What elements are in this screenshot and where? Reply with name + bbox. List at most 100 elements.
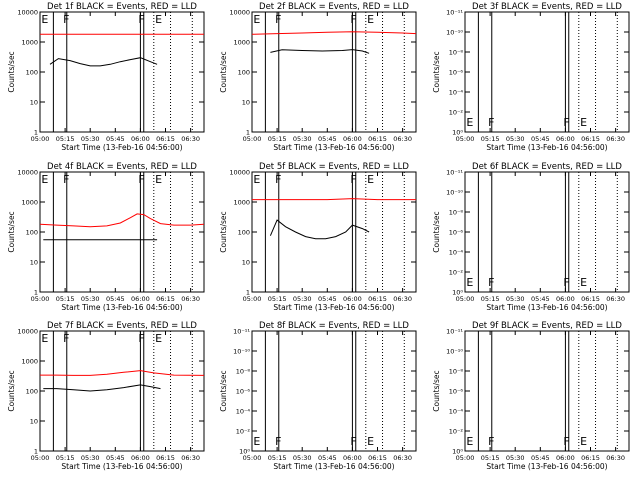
y-axis-label: Counts/sec <box>7 370 16 411</box>
flag-label: E <box>580 116 587 129</box>
x-tick-label: 05:30 <box>81 135 100 143</box>
flag-label: E <box>367 13 374 26</box>
y-tick-label: 10⁰ <box>452 289 463 297</box>
x-tick-label: 05:15 <box>268 454 287 462</box>
x-tick-label: 06:15 <box>368 454 387 462</box>
y-tick-label: 1 <box>246 129 250 137</box>
x-tick-label: 06:00 <box>556 295 575 303</box>
flag-label: F <box>138 173 144 186</box>
series-line-events <box>270 49 370 54</box>
y-tick-label: 10⁻⁴ <box>449 249 464 257</box>
y-axis-label: Counts/sec <box>7 51 16 92</box>
flag-label: F <box>63 173 69 186</box>
y-tick-label: 10 <box>242 99 250 107</box>
y-axis-label: Counts/sec <box>219 51 228 92</box>
x-tick-label: 05:45 <box>318 295 337 303</box>
detector-panel: Det 4f BLACK = Events, RED = LLD 05:00 05:… <box>7 162 205 312</box>
detector-panel: Det 2f BLACK = Events, RED = LLD 05:00 05:… <box>219 2 417 152</box>
x-tick-label: 05:00 <box>31 295 50 303</box>
x-tick-label: 05:30 <box>81 295 100 303</box>
flag-label: F <box>350 173 356 186</box>
y-tick-label: 1000 <box>21 39 38 47</box>
y-tick-label: 10⁻² <box>236 428 251 436</box>
x-tick-label: 06:00 <box>131 454 150 462</box>
series-line-events <box>49 57 158 67</box>
x-tick-label: 06:15 <box>581 135 600 143</box>
x-tick-label: 05:00 <box>243 454 262 462</box>
x-tick-label: 05:30 <box>293 135 312 143</box>
flag-label: E <box>41 13 48 26</box>
y-tick-label: 10⁻¹⁰ <box>446 29 463 37</box>
x-tick-label: 06:15 <box>581 295 600 303</box>
x-tick-label: 05:45 <box>318 454 337 462</box>
flag-label: F <box>350 435 356 448</box>
x-tick-label: 05:15 <box>56 135 75 143</box>
panel-title: Det 8f BLACK = Events, RED = LLD <box>259 321 409 331</box>
x-tick-label: 05:30 <box>293 454 312 462</box>
y-tick-label: 10⁻⁶ <box>449 69 464 77</box>
y-tick-label: 10⁻⁶ <box>449 229 464 237</box>
x-tick-label: 06:30 <box>606 295 625 303</box>
flag-label: E <box>155 13 162 26</box>
y-tick-label: 10⁻⁶ <box>236 388 251 396</box>
x-tick-label: 06:15 <box>156 135 175 143</box>
y-tick-label: 10⁻² <box>449 269 464 277</box>
flag-label: F <box>63 332 69 345</box>
x-tick-label: 05:00 <box>456 135 475 143</box>
x-axis-label: Start Time (13-Feb-16 04:56:00) <box>61 462 182 471</box>
y-tick-label: 10⁰ <box>452 448 463 456</box>
y-tick-label: 10⁰ <box>239 448 250 456</box>
y-tick-label: 10⁻² <box>449 109 464 117</box>
y-axis-label: Counts/sec <box>7 211 16 252</box>
flag-label: F <box>138 13 144 26</box>
flag-label: F <box>275 13 281 26</box>
series-line-lld <box>39 213 205 228</box>
y-tick-label: 100 <box>238 69 250 77</box>
x-axis-label: Start Time (13-Feb-16 04:56:00) <box>61 303 182 312</box>
plot-frame <box>39 171 205 293</box>
flag-label: E <box>41 332 48 345</box>
y-tick-label: 10⁻⁴ <box>236 408 251 416</box>
x-tick-label: 06:15 <box>156 295 175 303</box>
x-tick-label: 05:00 <box>31 135 50 143</box>
plot-frame <box>464 330 630 452</box>
flag-label: F <box>275 435 281 448</box>
plot-frame <box>251 330 417 452</box>
x-tick-label: 05:15 <box>481 454 500 462</box>
detector-panel: Det 8f BLACK = Events, RED = LLD 05:00 05:… <box>219 321 417 471</box>
x-tick-label: 06:00 <box>343 295 362 303</box>
y-tick-label: 10⁻¹⁰ <box>233 348 250 356</box>
flag-label: E <box>580 276 587 289</box>
series-line-lld <box>40 370 205 376</box>
flag-label: F <box>488 276 494 289</box>
x-tick-label: 05:45 <box>531 135 550 143</box>
flag-label: E <box>155 173 162 186</box>
panel-title: Det 4f BLACK = Events, RED = LLD <box>47 162 197 172</box>
x-tick-label: 05:15 <box>56 454 75 462</box>
y-tick-label: 10 <box>30 259 38 267</box>
x-tick-label: 06:30 <box>393 295 412 303</box>
x-tick-label: 05:00 <box>243 135 262 143</box>
plot-frame <box>251 11 417 133</box>
y-tick-label: 10000 <box>229 9 250 17</box>
plot-frame <box>464 11 630 133</box>
y-tick-label: 10⁻¹¹ <box>446 9 463 17</box>
y-tick-label: 10⁻² <box>449 428 464 436</box>
y-tick-label: 10 <box>30 99 38 107</box>
flag-label: E <box>253 173 260 186</box>
x-tick-label: 05:00 <box>456 295 475 303</box>
y-axis-label: Counts/sec <box>432 51 441 92</box>
plot-frame <box>464 171 630 293</box>
plot-frame <box>39 330 205 452</box>
x-tick-label: 06:30 <box>393 454 412 462</box>
x-axis-label: Start Time (13-Feb-16 04:56:00) <box>486 303 607 312</box>
y-tick-label: 10⁻⁸ <box>449 49 464 57</box>
flag-label: F <box>350 13 356 26</box>
flag-label: F <box>275 173 281 186</box>
series-line-lld <box>252 198 416 201</box>
x-tick-label: 05:45 <box>318 135 337 143</box>
x-tick-label: 06:00 <box>343 454 362 462</box>
y-tick-label: 10⁻¹¹ <box>446 169 463 177</box>
x-tick-label: 06:00 <box>131 135 150 143</box>
